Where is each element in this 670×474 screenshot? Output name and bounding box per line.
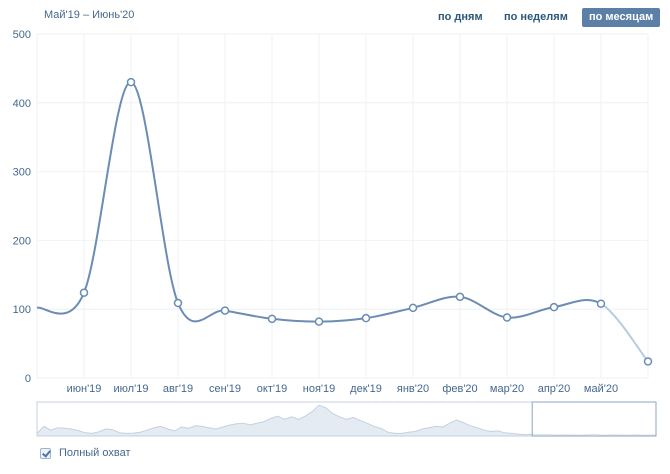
data-point: [314, 317, 324, 326]
overview-selection-window[interactable]: [531, 401, 657, 437]
period-days-button[interactable]: по дням: [438, 11, 483, 23]
y-tick-label: 100: [13, 304, 31, 316]
y-tick-label: 400: [13, 98, 31, 110]
data-point: [267, 314, 277, 324]
data-point: [455, 292, 465, 302]
data-point: [502, 313, 512, 322]
y-tick-label: 300: [13, 167, 31, 179]
x-tick-label: июн'19: [67, 383, 102, 395]
x-tick-label: сен'19: [209, 383, 241, 395]
x-tick-label: фев'20: [442, 383, 477, 395]
y-tick-label: 500: [13, 29, 31, 41]
data-point: [220, 306, 230, 315]
date-range-label: Май'19 – Июнь'20: [44, 9, 135, 21]
overview-area: [36, 404, 657, 437]
data-point: [126, 77, 136, 87]
x-tick-label: дек'19: [350, 383, 382, 395]
x-tick-label: июл'19: [114, 383, 149, 395]
x-tick-label: окт'19: [257, 383, 287, 395]
data-point: [361, 313, 371, 323]
data-point: [173, 298, 183, 308]
x-tick-label: янв'20: [397, 383, 429, 395]
x-tick-label: апр'20: [538, 383, 571, 395]
period-months-button[interactable]: по месяцам: [582, 8, 661, 27]
reach-series-line-partial: [600, 302, 649, 363]
total-reach-checkbox[interactable]: Полный охват: [40, 446, 131, 460]
y-tick-label: 0: [25, 373, 31, 385]
data-point: [408, 303, 418, 313]
y-tick-label: 200: [13, 235, 31, 247]
period-weeks-button[interactable]: по неделям: [504, 11, 568, 23]
x-tick-label: май'20: [584, 383, 618, 395]
x-tick-label: авг'19: [163, 383, 193, 395]
data-point: [79, 288, 89, 297]
chart-axes: 0 100 200 300 400 500 июн'19 июл'19 авг'19 сен'19…: [13, 29, 618, 395]
x-tick-label: ноя'19: [303, 383, 335, 395]
x-tick-label: мар'20: [490, 383, 524, 395]
checkbox-check-icon[interactable]: [40, 447, 51, 459]
data-point: [549, 302, 559, 312]
data-point: [643, 357, 653, 366]
chart-series: [36, 77, 653, 366]
total-reach-label: Полный охват: [59, 447, 131, 459]
overview-chart: [36, 401, 657, 437]
data-point: [596, 299, 606, 308]
